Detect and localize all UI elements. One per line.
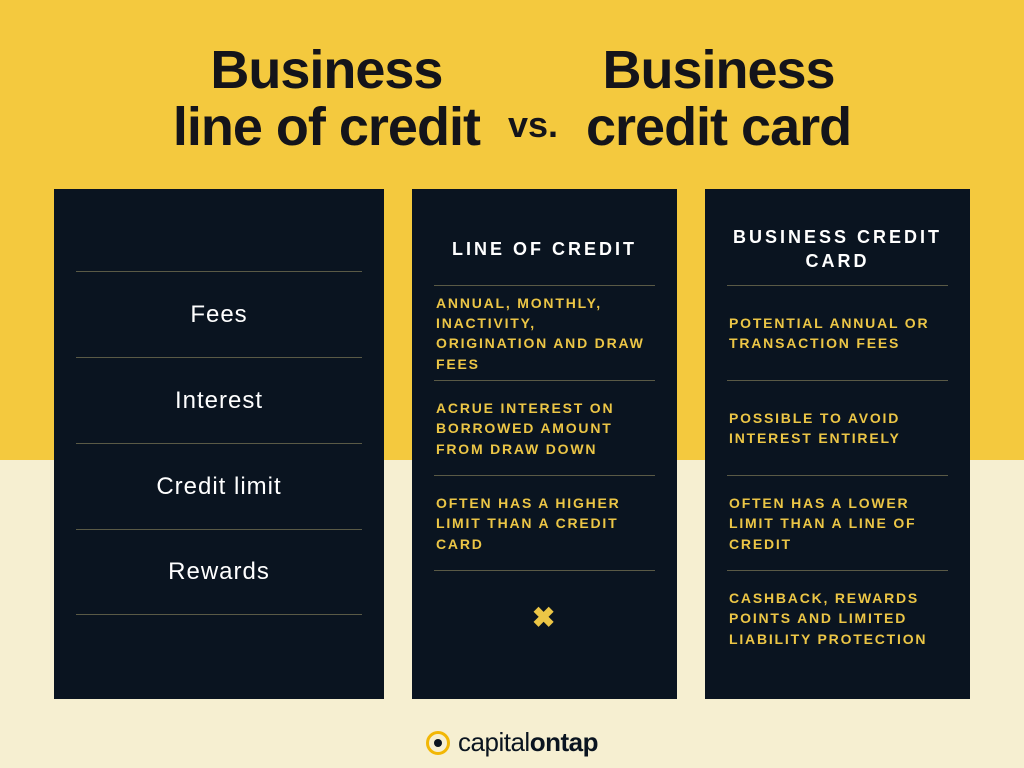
loc-credit-limit: OFTEN HAS A HIGHER LIMIT THAN A CREDIT C… [434, 475, 655, 570]
cross-icon: ✖ [532, 598, 557, 639]
label-rewards: Rewards [76, 529, 362, 615]
title-left-line1: Business [210, 40, 442, 100]
header-title-left: Business line of credit [173, 42, 480, 155]
labels-rows: Fees Interest Credit limit Rewards [76, 271, 362, 615]
header-vs: vs. [508, 52, 558, 146]
label-interest: Interest [76, 357, 362, 443]
loc-card-title: LINE OF CREDIT [434, 213, 655, 285]
footer: capitalontap [0, 727, 1024, 758]
credit-card-card: BUSINESS CREDIT CARD POTENTIAL ANNUAL OR… [705, 189, 970, 699]
cc-fees: POTENTIAL ANNUAL OR TRANSACTION FEES [727, 285, 948, 380]
cc-interest: POSSIBLE TO AVOID INTEREST ENTIRELY [727, 380, 948, 475]
labels-spacer [76, 213, 362, 271]
brand-logo-dot [434, 739, 442, 747]
cc-card-title: BUSINESS CREDIT CARD [727, 213, 948, 285]
loc-rows: ANNUAL, MONTHLY, INACTIVITY, ORIGINATION… [434, 285, 655, 665]
loc-interest: ACRUE INTEREST ON BORROWED AMOUNT FROM D… [434, 380, 655, 475]
labels-card: Fees Interest Credit limit Rewards [54, 189, 384, 699]
brand-logo-icon [426, 731, 450, 755]
brand-name: capitalontap [458, 727, 598, 758]
title-left-line2: line of credit [173, 97, 480, 157]
loc-fees: ANNUAL, MONTHLY, INACTIVITY, ORIGINATION… [434, 285, 655, 380]
label-credit-limit: Credit limit [76, 443, 362, 529]
header: Business line of credit vs. Business cre… [0, 0, 1024, 155]
header-title-right: Business credit card [586, 42, 851, 155]
cards-row: Fees Interest Credit limit Rewards LINE … [0, 189, 1024, 699]
brand-bold: ontap [530, 727, 598, 757]
loc-rewards: ✖ [434, 570, 655, 665]
brand-regular: capital [458, 727, 530, 757]
cc-rewards: CASHBACK, REWARDS POINTS AND LIMITED LIA… [727, 570, 948, 665]
cc-rows: POTENTIAL ANNUAL OR TRANSACTION FEES POS… [727, 285, 948, 665]
content-wrapper: Business line of credit vs. Business cre… [0, 0, 1024, 768]
label-fees: Fees [76, 271, 362, 357]
title-right-line1: Business [602, 40, 834, 100]
line-of-credit-card: LINE OF CREDIT ANNUAL, MONTHLY, INACTIVI… [412, 189, 677, 699]
cc-credit-limit: OFTEN HAS A LOWER LIMIT THAN A LINE OF C… [727, 475, 948, 570]
title-right-line2: credit card [586, 97, 851, 157]
